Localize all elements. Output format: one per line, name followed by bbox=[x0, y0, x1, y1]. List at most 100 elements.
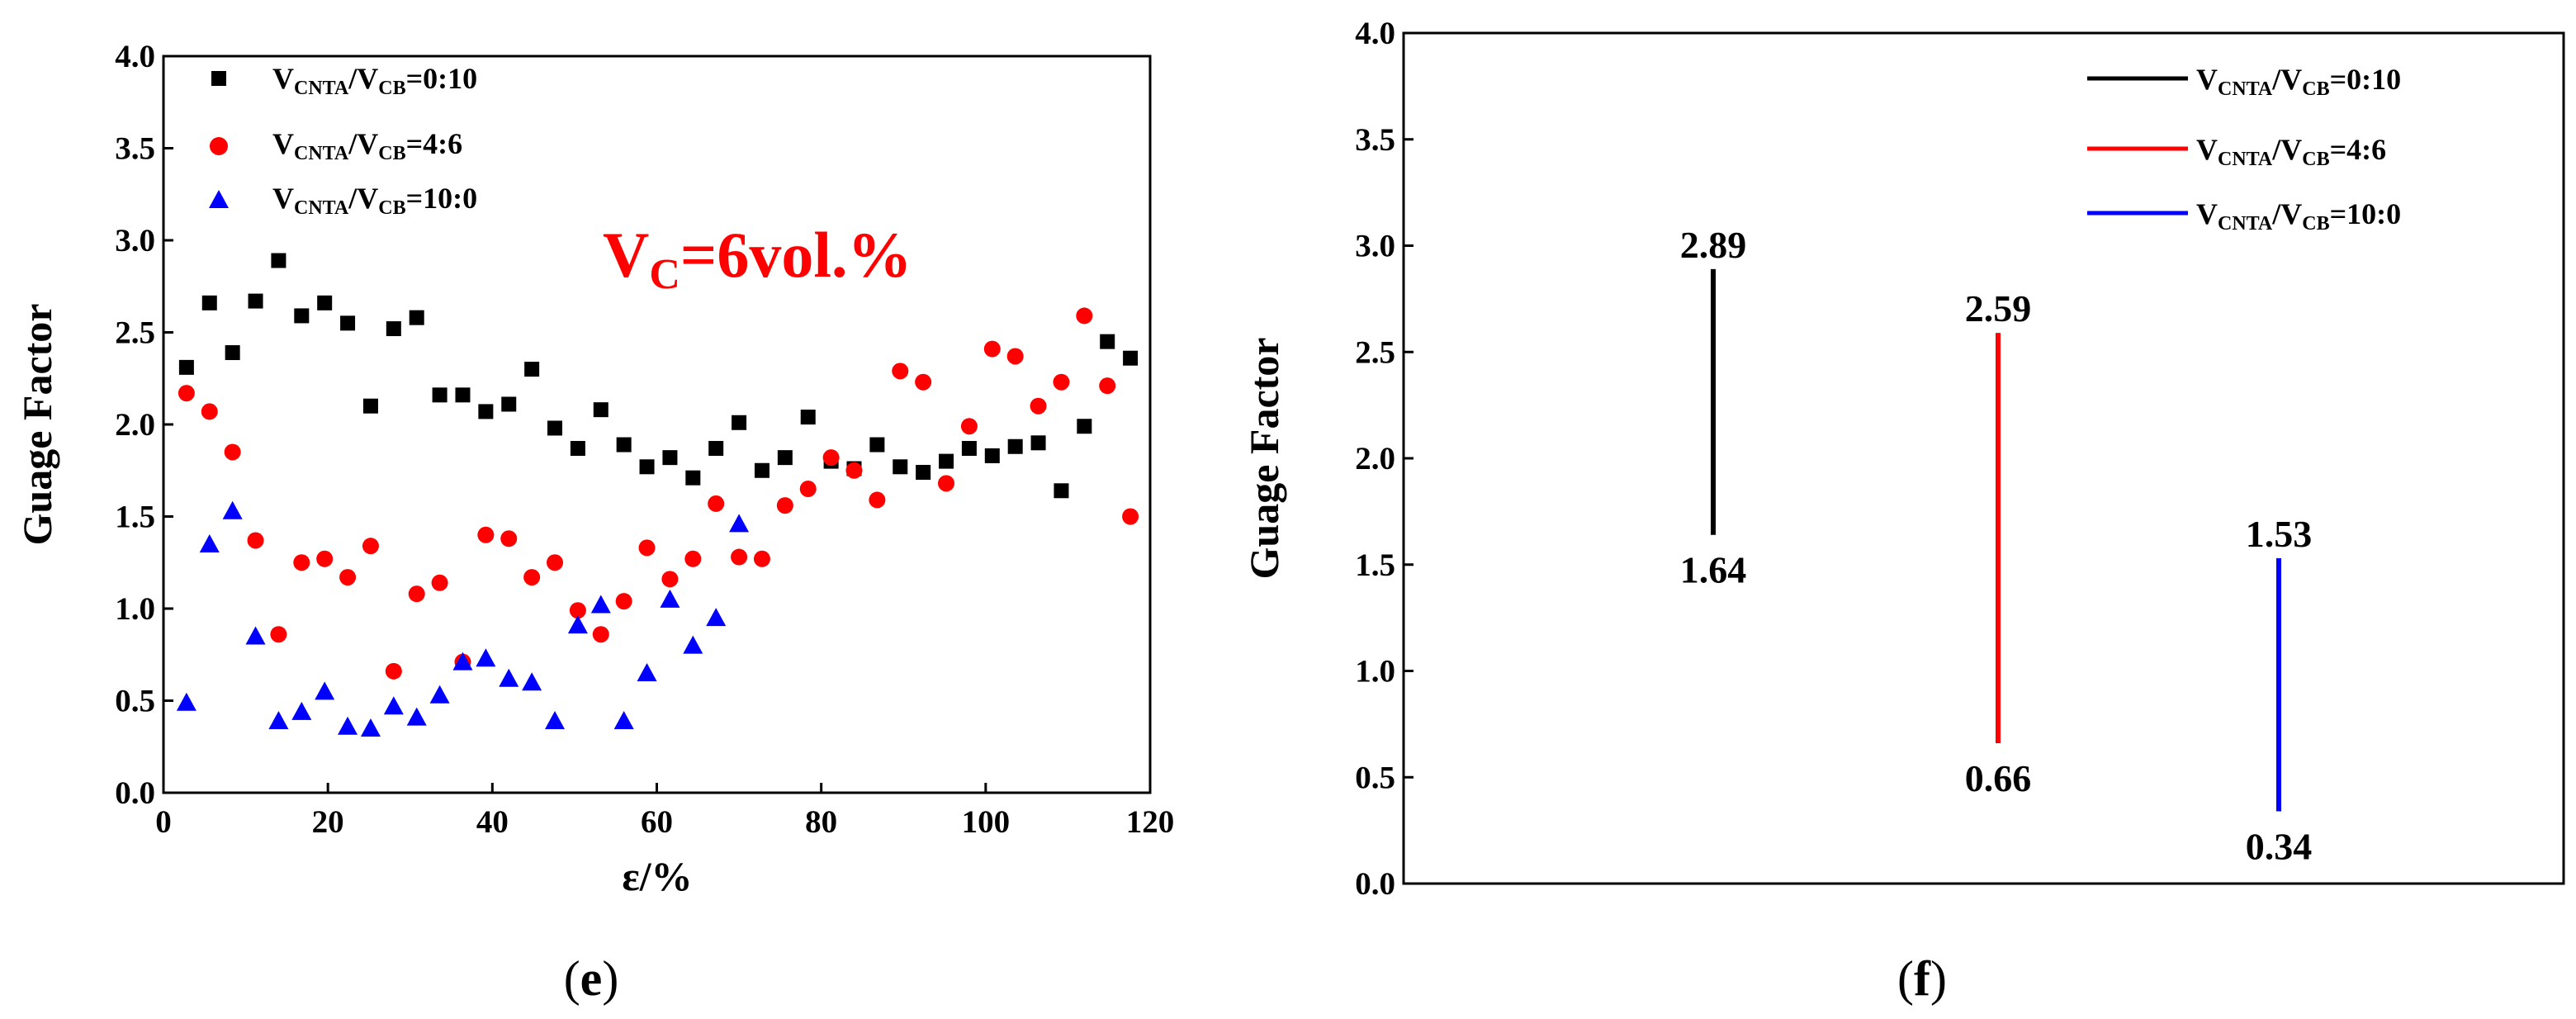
point-s1 bbox=[408, 585, 425, 603]
y-tick-label-e: 1.5 bbox=[115, 500, 155, 535]
point-s1 bbox=[592, 626, 609, 643]
point-s2 bbox=[499, 668, 519, 687]
point-s1 bbox=[1099, 377, 1116, 395]
data-label-max-r2: 1.53 bbox=[2246, 513, 2313, 555]
point-s1 bbox=[1030, 397, 1047, 415]
y-tick-label-f: 0.0 bbox=[1355, 866, 1395, 902]
point-s0 bbox=[754, 462, 769, 478]
x-tick-label-e: 0 bbox=[155, 804, 172, 840]
point-s2 bbox=[660, 589, 680, 608]
point-s0 bbox=[1100, 334, 1115, 349]
point-s0 bbox=[317, 295, 333, 310]
point-s0 bbox=[1077, 419, 1092, 434]
point-s0 bbox=[225, 345, 240, 361]
point-s2 bbox=[360, 718, 381, 737]
y-tick-label-f: 1.0 bbox=[1355, 654, 1395, 690]
point-s0 bbox=[869, 437, 885, 453]
point-s0 bbox=[386, 321, 401, 337]
x-tick-label-e: 120 bbox=[1126, 804, 1175, 840]
y-tick-label-f: 3.0 bbox=[1355, 229, 1395, 264]
plot-frame-f bbox=[1402, 31, 2565, 885]
point-s1 bbox=[684, 550, 702, 567]
x-axis-label-e: ε/% bbox=[622, 853, 692, 899]
y-axis-label-e: Guage Factor bbox=[14, 304, 60, 546]
point-s1 bbox=[500, 530, 518, 547]
data-label-min-r2: 0.34 bbox=[2246, 825, 2313, 867]
point-s1 bbox=[615, 593, 632, 610]
chart-e: 0.0 0.5 1.0 1.5 2.0 2.5 3.0 3.5 4.0 0 20 40 60 80 100… bbox=[14, 39, 1174, 899]
y-axis-ticks-f: 0.0 0.5 1.0 1.5 2.0 2.5 3.0 3.5 4.0 bbox=[1355, 16, 1413, 902]
point-s1 bbox=[1122, 508, 1139, 525]
point-s1 bbox=[270, 626, 287, 643]
y-tick-label-f: 3.5 bbox=[1355, 122, 1395, 158]
point-s1 bbox=[431, 574, 448, 591]
x-tick-label-e: 40 bbox=[476, 804, 509, 840]
point-s1 bbox=[799, 481, 817, 498]
point-s0 bbox=[501, 396, 517, 412]
point-s1 bbox=[385, 662, 402, 680]
point-s2 bbox=[245, 626, 266, 645]
data-label-max-r1: 2.59 bbox=[1965, 287, 2032, 329]
point-s0 bbox=[893, 459, 908, 475]
point-s2 bbox=[383, 696, 404, 715]
y-tick-label-e: 3.5 bbox=[115, 131, 155, 167]
point-s0 bbox=[432, 387, 447, 403]
panel-label-f: (f) bbox=[1897, 951, 1947, 1006]
data-label-max-r0: 2.89 bbox=[1680, 224, 1747, 266]
point-s1 bbox=[477, 526, 495, 543]
chart-f: 0.0 0.5 1.0 1.5 2.0 2.5 3.0 3.5 4.0 2.89 1.64 2.59… bbox=[1241, 16, 2565, 902]
point-s0 bbox=[547, 420, 563, 436]
x-axis-ticks-e: 0 20 40 60 80 100 120 bbox=[155, 783, 1174, 840]
point-s1 bbox=[247, 532, 264, 549]
point-s0 bbox=[570, 440, 585, 456]
point-s2 bbox=[452, 652, 473, 671]
point-s0 bbox=[593, 402, 608, 418]
y-tick-label-e: 4.0 bbox=[115, 39, 155, 74]
point-s2 bbox=[476, 648, 496, 667]
y-tick-label-f: 1.5 bbox=[1355, 547, 1395, 583]
point-s2 bbox=[406, 707, 427, 726]
point-s1 bbox=[822, 449, 840, 467]
point-s2 bbox=[176, 692, 197, 711]
point-s1 bbox=[293, 554, 310, 571]
annotation-vc: VC=6vol.% bbox=[603, 219, 912, 298]
y-tick-label-f: 2.5 bbox=[1355, 334, 1395, 370]
point-s2 bbox=[567, 615, 588, 634]
point-s0 bbox=[409, 310, 424, 325]
range-bars: 2.89 1.64 2.59 0.66 1.53 0.34 bbox=[1680, 224, 2313, 868]
point-s1 bbox=[1006, 348, 1024, 365]
point-s0 bbox=[201, 295, 217, 310]
point-s0 bbox=[178, 359, 194, 375]
y-tick-label-e: 0.5 bbox=[115, 684, 155, 719]
legend-marker-square bbox=[211, 71, 226, 86]
point-s0 bbox=[800, 410, 816, 425]
point-s0 bbox=[961, 440, 977, 456]
point-s0 bbox=[1123, 350, 1139, 366]
point-s0 bbox=[984, 448, 1000, 463]
point-s1 bbox=[845, 462, 863, 479]
legend-label-s1: VCNTA/VCB=4:6 bbox=[272, 127, 462, 164]
legend-label-r0: VCNTA/VCB=0:10 bbox=[2196, 63, 2401, 100]
legend-marker-triangle bbox=[209, 190, 229, 208]
y-tick-label-e: 1.0 bbox=[115, 591, 155, 627]
point-s1 bbox=[1076, 307, 1093, 325]
point-s1 bbox=[938, 475, 955, 492]
point-s1 bbox=[339, 569, 357, 586]
point-s0 bbox=[1030, 435, 1046, 451]
point-s1 bbox=[547, 554, 564, 571]
y-tick-label-e: 2.0 bbox=[115, 407, 155, 443]
point-s0 bbox=[524, 362, 540, 377]
point-s2 bbox=[222, 500, 243, 519]
point-s2 bbox=[590, 595, 611, 614]
point-s1 bbox=[915, 373, 932, 391]
panel-label-e: (e) bbox=[564, 951, 619, 1006]
point-s1 bbox=[753, 550, 770, 567]
legend-label-s0: VCNTA/VCB=0:10 bbox=[272, 62, 477, 99]
x-tick-label-e: 60 bbox=[641, 804, 673, 840]
point-s2 bbox=[291, 701, 312, 720]
point-s2 bbox=[706, 608, 727, 627]
point-s1 bbox=[224, 443, 241, 461]
point-s1 bbox=[316, 550, 334, 567]
point-s0 bbox=[294, 308, 310, 324]
